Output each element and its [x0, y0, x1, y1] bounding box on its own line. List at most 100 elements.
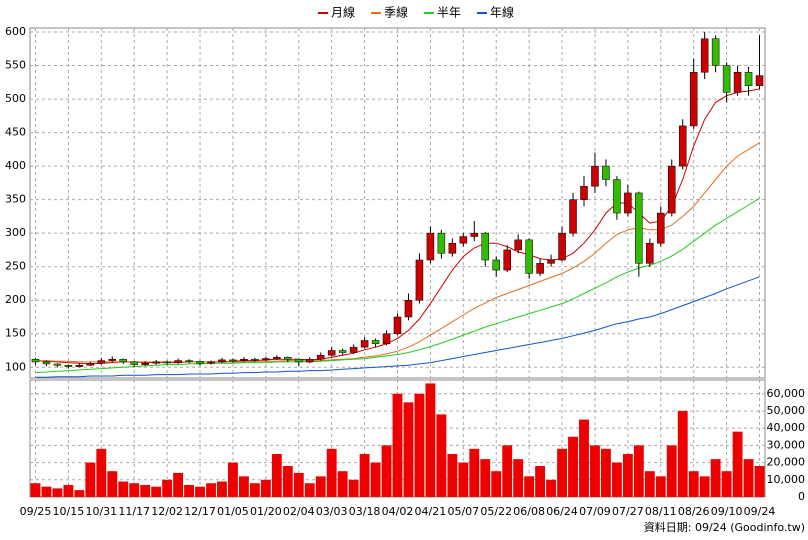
candle-body	[75, 365, 84, 367]
candle-body	[657, 212, 665, 244]
candle-body	[262, 358, 270, 361]
candle-body	[360, 340, 369, 348]
candle-body	[316, 354, 325, 360]
volume-bar	[151, 486, 162, 497]
candle-body	[185, 360, 193, 362]
candle-body	[152, 361, 160, 364]
candle-body	[273, 356, 281, 359]
candle-body	[218, 359, 226, 363]
y-tick-label: 500	[5, 92, 26, 105]
volume-bar	[184, 484, 195, 497]
volume-bar	[41, 486, 52, 497]
candle-body	[689, 72, 698, 127]
candle-body	[613, 179, 621, 214]
volume-bar	[370, 462, 381, 497]
x-tick-label: 08/11	[645, 505, 677, 518]
volume-bar	[129, 483, 140, 497]
volume-bar	[732, 431, 743, 497]
volume-bar	[524, 476, 535, 497]
candle-body	[284, 356, 292, 360]
volume-bar	[238, 476, 249, 497]
volume-bar	[118, 481, 129, 497]
volume-bar	[206, 483, 216, 497]
volume-bar	[644, 471, 655, 497]
y-tick-label: 40,000	[767, 421, 806, 434]
candle-body	[481, 232, 490, 261]
x-tick-label: 02/04	[283, 505, 315, 518]
candle-body	[371, 340, 380, 345]
y-tick-label: 600	[5, 25, 26, 38]
x-tick-label: 06/08	[513, 505, 545, 518]
volume-bar	[502, 445, 513, 497]
candle-body	[108, 358, 117, 361]
volume-bar	[721, 471, 732, 497]
y-tick-label: 550	[5, 59, 26, 72]
candle-body	[42, 361, 51, 365]
candle-body	[196, 360, 204, 364]
candle-body	[744, 72, 753, 86]
x-tick-label: 03/03	[316, 505, 348, 518]
candle-body	[667, 165, 676, 214]
volume-bar	[666, 445, 677, 497]
y-tick-label: 350	[5, 193, 26, 206]
candle-body	[547, 259, 555, 264]
volume-bar	[425, 383, 436, 497]
volume-bar	[52, 488, 63, 497]
candle-body	[492, 259, 500, 271]
volume-bar	[337, 471, 348, 497]
volume-bar	[611, 462, 622, 497]
x-tick-label: 07/09	[579, 505, 611, 518]
volume-bar	[381, 445, 392, 497]
x-tick-label: 01/20	[250, 505, 282, 518]
candle-body	[711, 38, 720, 66]
candle-body	[393, 316, 402, 334]
x-tick-label: 05/07	[447, 505, 479, 518]
volume-bar	[699, 476, 710, 497]
candle-body	[602, 165, 610, 180]
candle-body	[558, 232, 566, 261]
x-tick-label: 09/25	[20, 505, 52, 518]
x-tick-label: 08/26	[678, 505, 710, 518]
y-tick-label: 300	[5, 226, 26, 239]
candle-body	[426, 232, 435, 261]
candle-body	[437, 232, 446, 254]
candle-body	[470, 232, 479, 237]
volume-bar	[633, 445, 644, 497]
candle-body	[700, 38, 709, 73]
candle-body	[349, 346, 358, 353]
candle-body	[174, 360, 182, 363]
candle-body	[755, 75, 764, 86]
volume-bar	[271, 453, 282, 497]
volume-bar	[743, 459, 754, 497]
volume-bar	[173, 472, 184, 497]
footer: 資料日期: 09/24 (Goodinfo.tw)	[644, 520, 805, 534]
volume-bar	[293, 472, 304, 497]
volume-bar	[480, 459, 491, 497]
candle-body	[207, 361, 215, 364]
candle-body	[525, 239, 533, 274]
candle-body	[119, 358, 128, 363]
candle-body	[415, 259, 424, 301]
volume-bar	[622, 453, 633, 497]
volume-bar	[414, 393, 425, 497]
volume-bar	[754, 466, 765, 497]
candle-body	[514, 239, 522, 251]
candle-body	[624, 192, 632, 214]
volume-bar	[30, 483, 41, 497]
volume-bar	[535, 466, 546, 497]
y-tick-label: 60,000	[767, 387, 806, 400]
candle-body	[448, 242, 457, 254]
x-tick-label: 10/31	[85, 505, 117, 518]
volume-bar	[162, 479, 173, 497]
candle-body	[86, 362, 95, 366]
y-tick-label: 10,000	[767, 473, 806, 486]
volume-bar	[513, 459, 524, 497]
volume-bar	[249, 483, 260, 497]
volume-bar	[140, 484, 151, 497]
y-tick-label: 50,000	[767, 404, 806, 417]
candle-body	[591, 165, 599, 187]
candle-body	[503, 249, 511, 271]
volume-bar	[568, 436, 578, 497]
volume-bar	[579, 419, 589, 497]
